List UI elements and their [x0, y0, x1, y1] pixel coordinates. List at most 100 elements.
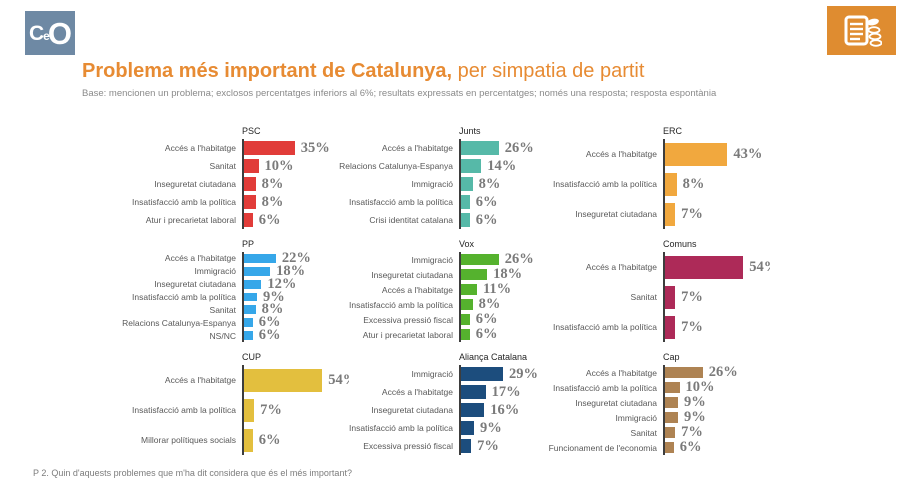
plot-area: 26%: [459, 139, 563, 157]
category-label: Accés a l'habitatge: [585, 367, 657, 378]
category-label-cell: NS/NC: [85, 331, 242, 341]
category-label-cell: Accés a l'habitatge: [355, 143, 459, 153]
category-label: Accés a l'habitatge: [381, 284, 453, 295]
chart-row: Insatisfacció amb la política 9%: [349, 419, 563, 437]
category-label-cell: Insatisfacció amb la política: [85, 405, 242, 415]
chart-row: Funcionament de l'economia 6%: [549, 439, 891, 455]
chart-row: Immigració 8%: [355, 175, 563, 193]
plot-area: 8%: [242, 175, 355, 193]
bar: [244, 428, 253, 452]
category-label-cell: Inseguretat ciutadana: [563, 209, 663, 219]
category-label: Inseguretat ciutadana: [371, 269, 453, 280]
category-label: Insatisfacció amb la política: [553, 179, 657, 189]
category-label-cell: Relacions Catalunya-Espanya: [85, 318, 242, 328]
chart-row: NS/NC 6%: [85, 327, 355, 343]
plot-area: 54%: [242, 365, 355, 395]
bar: [244, 279, 262, 289]
category-label: Insatisfacció amb la política: [132, 292, 236, 302]
chart-title: Junts: [459, 126, 481, 136]
chart-row: Accés a l'habitatge 54%: [85, 365, 355, 395]
logo-letter: C: [29, 21, 45, 45]
bar: [665, 202, 676, 226]
category-label-cell: Relacions Catalunya-Espanya: [339, 161, 459, 171]
bar: [244, 368, 323, 392]
plot-area: 29%: [459, 365, 563, 383]
category-label: Millorar polítiques socials: [141, 435, 236, 445]
value-label: 6%: [475, 211, 498, 228]
document-coins-icon: [827, 6, 896, 55]
category-label-cell: Accés a l'habitatge: [355, 285, 459, 295]
bar: [461, 367, 504, 381]
bar: [665, 382, 680, 393]
category-label: Immigració: [411, 254, 453, 265]
value-label: 14%: [487, 157, 517, 174]
chart-row: Accés a l'habitatge 17%: [355, 383, 563, 401]
value-label: 10%: [685, 379, 715, 395]
category-label-cell: Sanitat: [85, 305, 242, 315]
plot-area: 10%: [663, 379, 891, 395]
bar: [461, 141, 499, 155]
value-label: 6%: [475, 326, 498, 342]
value-label: 18%: [493, 266, 523, 282]
bar: [461, 299, 473, 310]
bar: [244, 141, 295, 155]
value-label: 35%: [300, 139, 330, 156]
value-label: 9%: [684, 409, 706, 425]
category-label: Inseguretat ciutadana: [371, 405, 453, 415]
plot-area: 18%: [242, 262, 355, 279]
bar: [244, 292, 258, 302]
bar: [461, 195, 470, 209]
bar: [244, 213, 253, 227]
category-label-cell: Immigració: [563, 413, 663, 423]
category-label-cell: Excessiva pressió fiscal: [355, 315, 459, 325]
chart-row: Sanitat 8%: [85, 301, 355, 317]
bar: [244, 159, 259, 173]
plot-area: 11%: [459, 281, 563, 297]
plot-area: 6%: [459, 193, 563, 211]
bar: [665, 285, 676, 309]
chart-row: Relacions Catalunya-Espanya 6%: [85, 314, 355, 330]
category-label-cell: Insatisfacció amb la política: [553, 383, 663, 393]
category-label: Immigració: [194, 266, 236, 277]
bar: [665, 172, 677, 196]
value-label: 26%: [504, 139, 534, 156]
bar: [244, 266, 271, 276]
category-label-cell: Accés a l'habitatge: [563, 262, 663, 272]
chart-row: Atur i precarietat laboral 6%: [85, 211, 355, 229]
document-coins-glyph: [844, 15, 882, 47]
plot-area: 22%: [242, 250, 355, 266]
chart-row: Sanitat 7%: [563, 282, 891, 312]
chart-row: Inseguretat ciutadana 16%: [355, 401, 563, 419]
bar: [665, 412, 679, 423]
category-label-cell: Excessiva pressió fiscal: [355, 441, 459, 451]
chart-title: Vox: [459, 239, 475, 249]
chart-row: Insatisfacció amb la política 8%: [349, 296, 563, 312]
chart-title: PSC: [242, 126, 261, 136]
bar: [244, 177, 256, 191]
plot-area: 6%: [242, 327, 355, 343]
value-label: 18%: [276, 262, 306, 279]
category-label-cell: Millorar polítiques socials: [85, 435, 242, 445]
category-label-cell: Inseguretat ciutadana: [85, 179, 242, 189]
chart-row: Accés a l'habitatge 22%: [85, 250, 355, 266]
category-label: Accés a l'habitatge: [585, 149, 657, 159]
value-label: 7%: [477, 437, 499, 454]
plot-area: 43%: [663, 139, 891, 169]
category-label: Relacions Catalunya-Espanya: [122, 317, 236, 328]
value-label: 6%: [258, 211, 281, 228]
plot-area: 6%: [459, 211, 563, 229]
category-label-cell: Insatisfacció amb la política: [85, 292, 242, 302]
chart-alian-a-catalana: Aliança Catalana Immigració 29% Accés a l'h…: [349, 352, 563, 455]
page-title-light: per simpatia de partit: [452, 60, 645, 82]
bar: [244, 318, 253, 328]
category-label: Inseguretat ciutadana: [575, 397, 657, 408]
category-label: Relacions Catalunya-Espanya: [339, 161, 453, 171]
chart-title: CUP: [242, 352, 262, 362]
chart-rows: Accés a l'habitatge 43% Insatisfacció amb …: [553, 139, 891, 229]
category-label-cell: Accés a l'habitatge: [85, 143, 242, 153]
value-label: 7%: [681, 318, 703, 335]
charts-grid: PSC Accés a l'habitatge 35% Sanitat 10% Inseg…: [85, 126, 891, 455]
value-label: 7%: [260, 401, 282, 418]
plot-area: 8%: [242, 193, 355, 211]
value-label: 26%: [708, 364, 738, 380]
